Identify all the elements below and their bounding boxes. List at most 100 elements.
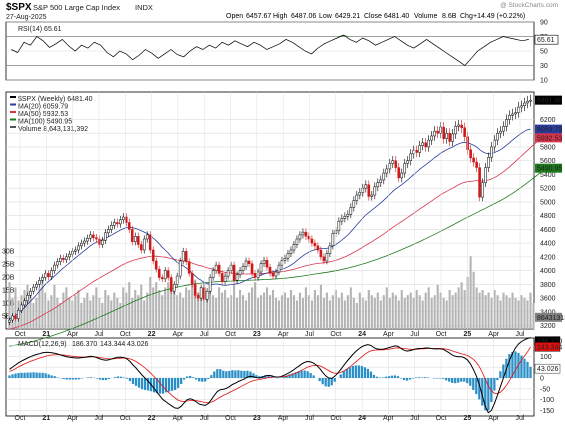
macd-histogram-bar (484, 378, 487, 411)
volume-bar (520, 295, 523, 329)
macd-histogram-bar (104, 378, 108, 381)
macd-histogram-bar (113, 377, 117, 378)
volume-bar (53, 284, 56, 329)
macd-histogram-bar (29, 372, 32, 378)
volume-bar (230, 295, 233, 329)
candle-body (115, 222, 119, 225)
candle-body (322, 256, 326, 262)
candle-body (38, 279, 41, 285)
candle-body (148, 234, 152, 251)
volume-bar (379, 300, 382, 329)
volume-bar (227, 297, 230, 329)
price-tick-label: 4000 (540, 268, 556, 275)
x-tick-label: Oct (15, 331, 26, 338)
volume-bar (532, 303, 535, 329)
volume-bar (8, 282, 11, 329)
macd-histogram-bar (405, 378, 409, 381)
candle-body (256, 271, 260, 278)
volume-bar (502, 292, 505, 329)
macd-histogram-bar (420, 377, 424, 378)
volume-bar (472, 271, 475, 329)
volume-bar (439, 292, 442, 329)
candle-body (391, 160, 395, 164)
volume-bar (319, 284, 322, 329)
volume-bar (523, 297, 526, 329)
candle-body (56, 261, 59, 266)
volume-bar (41, 277, 44, 329)
x-tick-label: Oct (330, 331, 341, 338)
candle-body (481, 182, 484, 198)
macd-histogram-bar (511, 351, 514, 378)
candle-body (89, 234, 92, 239)
macd-histogram-bar (288, 374, 291, 378)
candle-body (98, 238, 101, 245)
macd-histogram-bar (414, 377, 418, 378)
macd-legend-hist: 43.026 (127, 341, 149, 348)
candle-body (32, 286, 35, 292)
volume-bar (466, 277, 469, 329)
volume-bar (376, 292, 379, 329)
volume-bar (313, 290, 316, 329)
volume-bar (505, 295, 508, 329)
candle-body (295, 238, 299, 245)
price-value-label: 6059.79 (537, 127, 562, 134)
macd-histogram-bar (170, 378, 174, 391)
macd-histogram-bar (231, 370, 234, 378)
volume-bar (262, 292, 266, 329)
volume-bar (92, 295, 95, 329)
macd-histogram-bar (177, 378, 180, 388)
volume-bar (125, 292, 128, 329)
candle-body (292, 244, 296, 251)
macd-histogram-bar (529, 366, 532, 378)
candle-body (160, 277, 164, 280)
candle-body (526, 100, 529, 104)
candle-body (17, 310, 20, 319)
candle-body (418, 145, 422, 153)
volume-bar (484, 295, 487, 329)
volume-bar (209, 290, 212, 329)
volume-bar (152, 287, 155, 329)
macd-histogram-bar (300, 370, 303, 378)
candle-body (466, 136, 469, 150)
volume-bar (343, 300, 346, 329)
macd-histogram-bar (32, 372, 35, 378)
macd-tick-label: -150 (540, 408, 554, 415)
candle-body (430, 135, 433, 141)
volume-bar (188, 290, 191, 329)
volume-bar (406, 295, 409, 329)
x-tick-label: 23 (253, 331, 261, 338)
volume-bar (161, 295, 164, 329)
macd-histogram-bar (146, 378, 150, 391)
candle-body (104, 232, 107, 241)
candle-body (199, 287, 203, 299)
volume-bar (116, 297, 119, 329)
x-tick-label: 25 (463, 415, 471, 422)
volume-bar (77, 290, 80, 329)
price-value-label: 5490.95 (537, 166, 562, 173)
macd-histogram-bar (249, 371, 252, 378)
volume-bar (110, 300, 113, 329)
volume-bar (403, 297, 406, 329)
price-tick-label: 3600 (540, 296, 556, 303)
macd-histogram-bar (213, 371, 216, 378)
candle-body (250, 263, 254, 274)
macd-histogram-bar (378, 377, 382, 378)
macd-histogram-bar (294, 372, 297, 378)
candle-body (151, 249, 155, 262)
candle-body (41, 277, 44, 281)
macd-histogram-bar (526, 361, 529, 378)
macd-histogram-bar (122, 377, 126, 378)
volume-bar (385, 287, 388, 329)
candle-body (142, 238, 146, 251)
price-value-box (535, 163, 562, 173)
volume-bar (137, 295, 140, 329)
candle-body (145, 234, 149, 240)
volume-bar (478, 292, 481, 329)
volume-bar (370, 295, 373, 329)
volume-bar (128, 282, 131, 329)
price-legend-swatch (10, 118, 16, 121)
volume-bar (179, 292, 182, 329)
candle-body (328, 245, 332, 254)
price-value-box (535, 124, 562, 134)
candle-body (454, 126, 457, 135)
